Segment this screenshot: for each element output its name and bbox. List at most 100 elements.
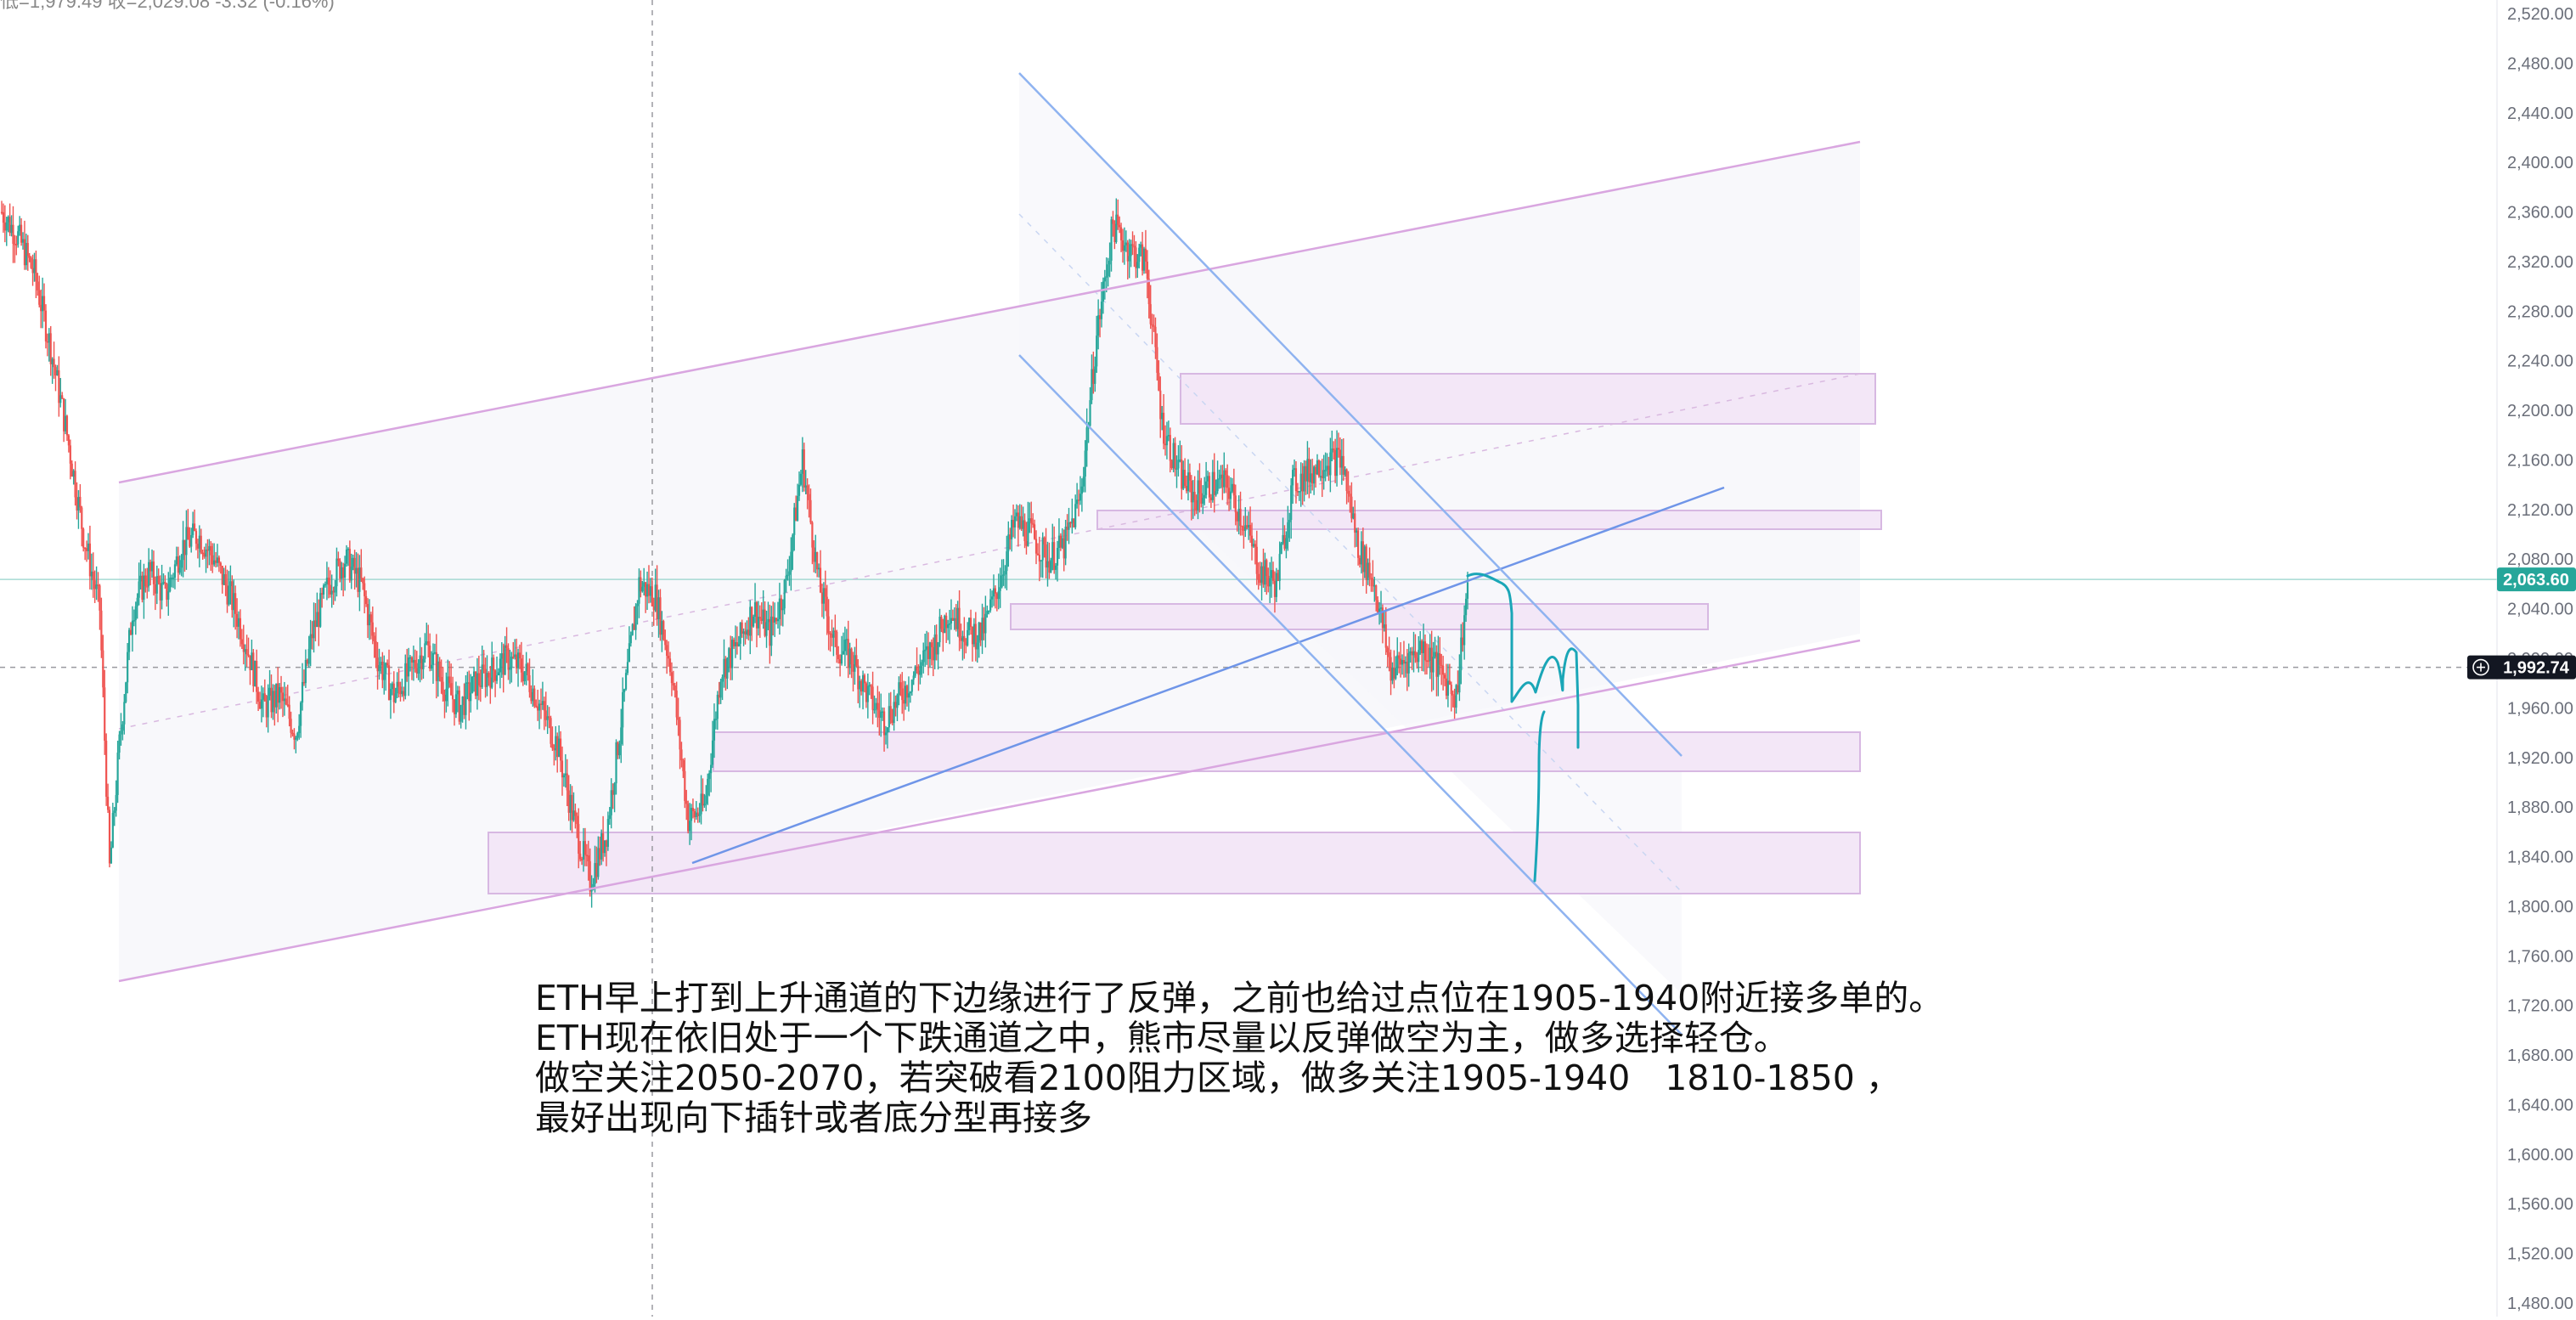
candle-body <box>325 578 329 584</box>
candle-body <box>608 815 611 820</box>
candle-body <box>268 687 271 697</box>
candle-body <box>476 673 479 697</box>
candle-body <box>435 652 437 681</box>
candle-body <box>447 676 449 689</box>
candle-body <box>115 794 117 811</box>
candle-body <box>1153 325 1155 327</box>
candle-body <box>1146 262 1148 279</box>
candle-body <box>623 689 626 692</box>
candle-body <box>134 606 137 621</box>
candle-body <box>579 853 582 860</box>
candle-body <box>1105 276 1108 278</box>
candle-body <box>187 527 189 540</box>
candle-body <box>633 624 635 630</box>
candle-body <box>884 732 888 736</box>
candle-body <box>471 676 474 693</box>
candle-body <box>904 685 907 704</box>
candle-body <box>159 583 161 601</box>
candle-body <box>1149 304 1152 324</box>
candle-body <box>548 716 550 719</box>
candle-body <box>1059 535 1062 548</box>
candle-body <box>21 239 25 243</box>
candle-body <box>1466 582 1469 599</box>
candle-body <box>239 618 242 640</box>
candle-body <box>146 586 149 588</box>
candle-body <box>256 691 260 702</box>
candle-body <box>265 701 268 718</box>
candle-body <box>656 584 658 619</box>
candle-body <box>848 648 851 668</box>
candle-body <box>216 557 219 563</box>
candle-body <box>357 567 359 592</box>
candle-body <box>1453 695 1456 708</box>
candle-body <box>521 672 524 682</box>
candle-body <box>1080 486 1083 494</box>
candle-body <box>59 395 62 403</box>
candle-body <box>803 449 805 488</box>
candle-body <box>1368 562 1371 578</box>
candle-body <box>1287 522 1289 539</box>
candle-body <box>1422 641 1425 653</box>
candle-body <box>935 634 938 655</box>
candle-body <box>279 686 283 693</box>
candle-body <box>953 618 955 621</box>
candle-body <box>97 584 99 586</box>
candle-body <box>67 435 70 446</box>
candle-body <box>254 660 256 686</box>
candle-body <box>1448 680 1451 685</box>
candle-body <box>341 567 343 579</box>
candle-body <box>431 652 435 665</box>
candle-body <box>1084 450 1086 477</box>
candle-body <box>2 212 5 223</box>
candle-body <box>270 687 273 713</box>
candle-body <box>1096 336 1098 367</box>
candle-body <box>484 668 487 687</box>
candle-body <box>1451 694 1454 696</box>
candle-body <box>465 682 467 715</box>
candle-body <box>309 634 312 649</box>
candle-body <box>888 706 890 728</box>
candle-body <box>1248 524 1250 528</box>
candle-body <box>48 333 50 343</box>
candle-body <box>64 415 67 432</box>
candle-body <box>211 555 214 565</box>
candle-body <box>1089 400 1091 426</box>
candle-body <box>1110 219 1113 261</box>
price-tick-label: 2,040.00 <box>2507 601 2573 619</box>
candle-body <box>1350 496 1353 519</box>
candle-body <box>1063 538 1065 559</box>
price-tick-label: 1,680.00 <box>2507 1046 2573 1065</box>
candle-body <box>974 623 977 650</box>
candle-body <box>42 296 44 312</box>
candle-body <box>765 622 768 636</box>
candle-body <box>85 548 88 551</box>
candle-body <box>234 593 237 614</box>
price-tick-label: 2,320.00 <box>2507 253 2573 272</box>
candle-body <box>1184 470 1187 486</box>
candle-body <box>1012 520 1015 527</box>
candle-body <box>1437 653 1440 677</box>
candle-body <box>512 657 515 658</box>
candle-body <box>695 812 697 818</box>
candle-body <box>1255 546 1258 574</box>
annotation-line-3: 做空关注2050-2070，若突破看2100阻力区域，做多关注1905-1940… <box>535 1058 1901 1098</box>
candle-body <box>1206 476 1209 482</box>
ohlc-info: 低=1,979.49 收=2,029.08 -3.32 (-0.16%) <box>0 0 335 12</box>
candle-body <box>316 612 318 628</box>
candle-body <box>815 552 817 562</box>
candle-body <box>866 685 869 702</box>
candle-body <box>355 567 358 574</box>
candle-body <box>870 685 872 687</box>
candle-body <box>221 565 223 585</box>
candle-body <box>319 593 322 627</box>
candle-body <box>711 740 714 765</box>
candle-body <box>1185 485 1188 492</box>
candle-body <box>295 737 297 740</box>
current-price-label: 2,063.60 <box>2503 571 2569 589</box>
candle-body <box>228 586 230 605</box>
candle-body <box>1091 369 1093 401</box>
candle-body <box>40 304 42 312</box>
candle-body <box>781 608 784 611</box>
